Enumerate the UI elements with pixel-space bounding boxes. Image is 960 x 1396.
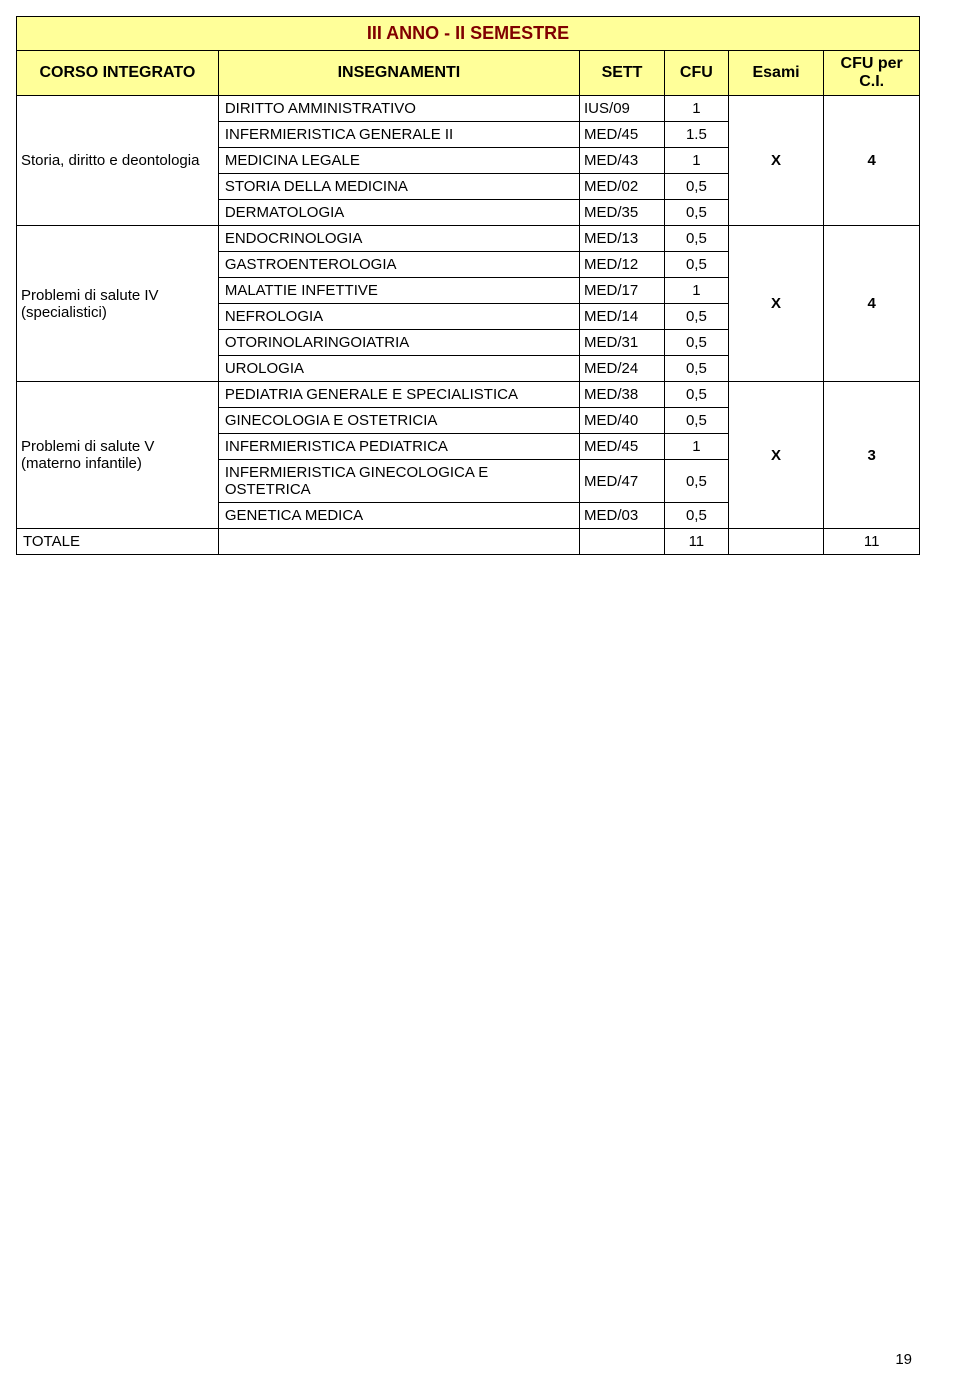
header-sett: SETT — [580, 51, 665, 96]
cfu-cell: 0,5 — [665, 174, 729, 200]
sett-cell: MED/45 — [580, 122, 665, 148]
cfuci-cell: 3 — [824, 382, 920, 529]
header-row: CORSO INTEGRATO INSEGNAMENTI SETT CFU Es… — [17, 51, 920, 96]
ins-cell: STORIA DELLA MEDICINA — [218, 174, 579, 200]
ins-cell: INFERMIERISTICA GENERALE II — [218, 122, 579, 148]
table-row: Problemi di salute IV (specialistici) EN… — [17, 226, 920, 252]
total-empty — [728, 529, 824, 555]
ins-cell: ENDOCRINOLOGIA — [218, 226, 579, 252]
ins-cell: PEDIATRIA GENERALE E SPECIALISTICA — [218, 382, 579, 408]
ins-cell: UROLOGIA — [218, 356, 579, 382]
sett-cell: MED/38 — [580, 382, 665, 408]
total-empty — [218, 529, 579, 555]
cfu-cell: 1 — [665, 148, 729, 174]
ins-cell: MALATTIE INFETTIVE — [218, 278, 579, 304]
sett-cell: MED/12 — [580, 252, 665, 278]
cfu-cell: 0,5 — [665, 330, 729, 356]
sett-cell: MED/03 — [580, 503, 665, 529]
ins-cell: GENETICA MEDICA — [218, 503, 579, 529]
sett-cell: IUS/09 — [580, 96, 665, 122]
total-row: TOTALE 11 11 — [17, 529, 920, 555]
ins-cell: GINECOLOGIA E OSTETRICIA — [218, 408, 579, 434]
sett-cell: MED/17 — [580, 278, 665, 304]
ins-cell: INFERMIERISTICA GINECOLOGICA E OSTETRICA — [218, 460, 579, 503]
curriculum-table: III ANNO - II SEMESTRE CORSO INTEGRATO I… — [16, 16, 920, 555]
esami-cell: X — [728, 96, 824, 226]
sett-cell: MED/43 — [580, 148, 665, 174]
sett-cell: MED/24 — [580, 356, 665, 382]
cfu-cell: 0,5 — [665, 200, 729, 226]
cfu-cell: 1 — [665, 96, 729, 122]
table-row: Storia, diritto e deontologia DIRITTO AM… — [17, 96, 920, 122]
header-corso: CORSO INTEGRATO — [17, 51, 219, 96]
sett-cell: MED/14 — [580, 304, 665, 330]
sett-cell: MED/47 — [580, 460, 665, 503]
sett-cell: MED/31 — [580, 330, 665, 356]
cfu-cell: 1 — [665, 434, 729, 460]
cfu-cell: 0,5 — [665, 356, 729, 382]
cfu-cell: 1.5 — [665, 122, 729, 148]
ins-cell: GASTROENTEROLOGIA — [218, 252, 579, 278]
ins-cell: OTORINOLARINGOIATRIA — [218, 330, 579, 356]
page-number: 19 — [895, 1351, 912, 1368]
cfuci-cell: 4 — [824, 96, 920, 226]
corso-cell: Storia, diritto e deontologia — [17, 96, 219, 226]
total-cfu: 11 — [665, 529, 729, 555]
cfu-cell: 0,5 — [665, 503, 729, 529]
cfu-cell: 0,5 — [665, 304, 729, 330]
sett-cell: MED/13 — [580, 226, 665, 252]
ins-cell: NEFROLOGIA — [218, 304, 579, 330]
header-cfu: CFU — [665, 51, 729, 96]
cfuci-cell: 4 — [824, 226, 920, 382]
total-cfuci: 11 — [824, 529, 920, 555]
sett-cell: MED/35 — [580, 200, 665, 226]
header-insegnamenti: INSEGNAMENTI — [218, 51, 579, 96]
esami-cell: X — [728, 226, 824, 382]
ins-cell: DIRITTO AMMINISTRATIVO — [218, 96, 579, 122]
ins-cell: INFERMIERISTICA PEDIATRICA — [218, 434, 579, 460]
ins-cell: DERMATOLOGIA — [218, 200, 579, 226]
esami-cell: X — [728, 382, 824, 529]
cfu-cell: 0,5 — [665, 460, 729, 503]
corso-cell: Problemi di salute V (materno infantile) — [17, 382, 219, 529]
sett-cell: MED/40 — [580, 408, 665, 434]
total-label: TOTALE — [17, 529, 219, 555]
total-empty — [580, 529, 665, 555]
cfu-cell: 0,5 — [665, 252, 729, 278]
table-title: III ANNO - II SEMESTRE — [17, 17, 920, 51]
header-cfuci: CFU per C.I. — [824, 51, 920, 96]
cfu-cell: 0,5 — [665, 226, 729, 252]
table-title-row: III ANNO - II SEMESTRE — [17, 17, 920, 51]
cfu-cell: 1 — [665, 278, 729, 304]
header-esami: Esami — [728, 51, 824, 96]
cfu-cell: 0,5 — [665, 408, 729, 434]
sett-cell: MED/45 — [580, 434, 665, 460]
cfu-cell: 0,5 — [665, 382, 729, 408]
table-row: Problemi di salute V (materno infantile)… — [17, 382, 920, 408]
sett-cell: MED/02 — [580, 174, 665, 200]
corso-cell: Problemi di salute IV (specialistici) — [17, 226, 219, 382]
ins-cell: MEDICINA LEGALE — [218, 148, 579, 174]
